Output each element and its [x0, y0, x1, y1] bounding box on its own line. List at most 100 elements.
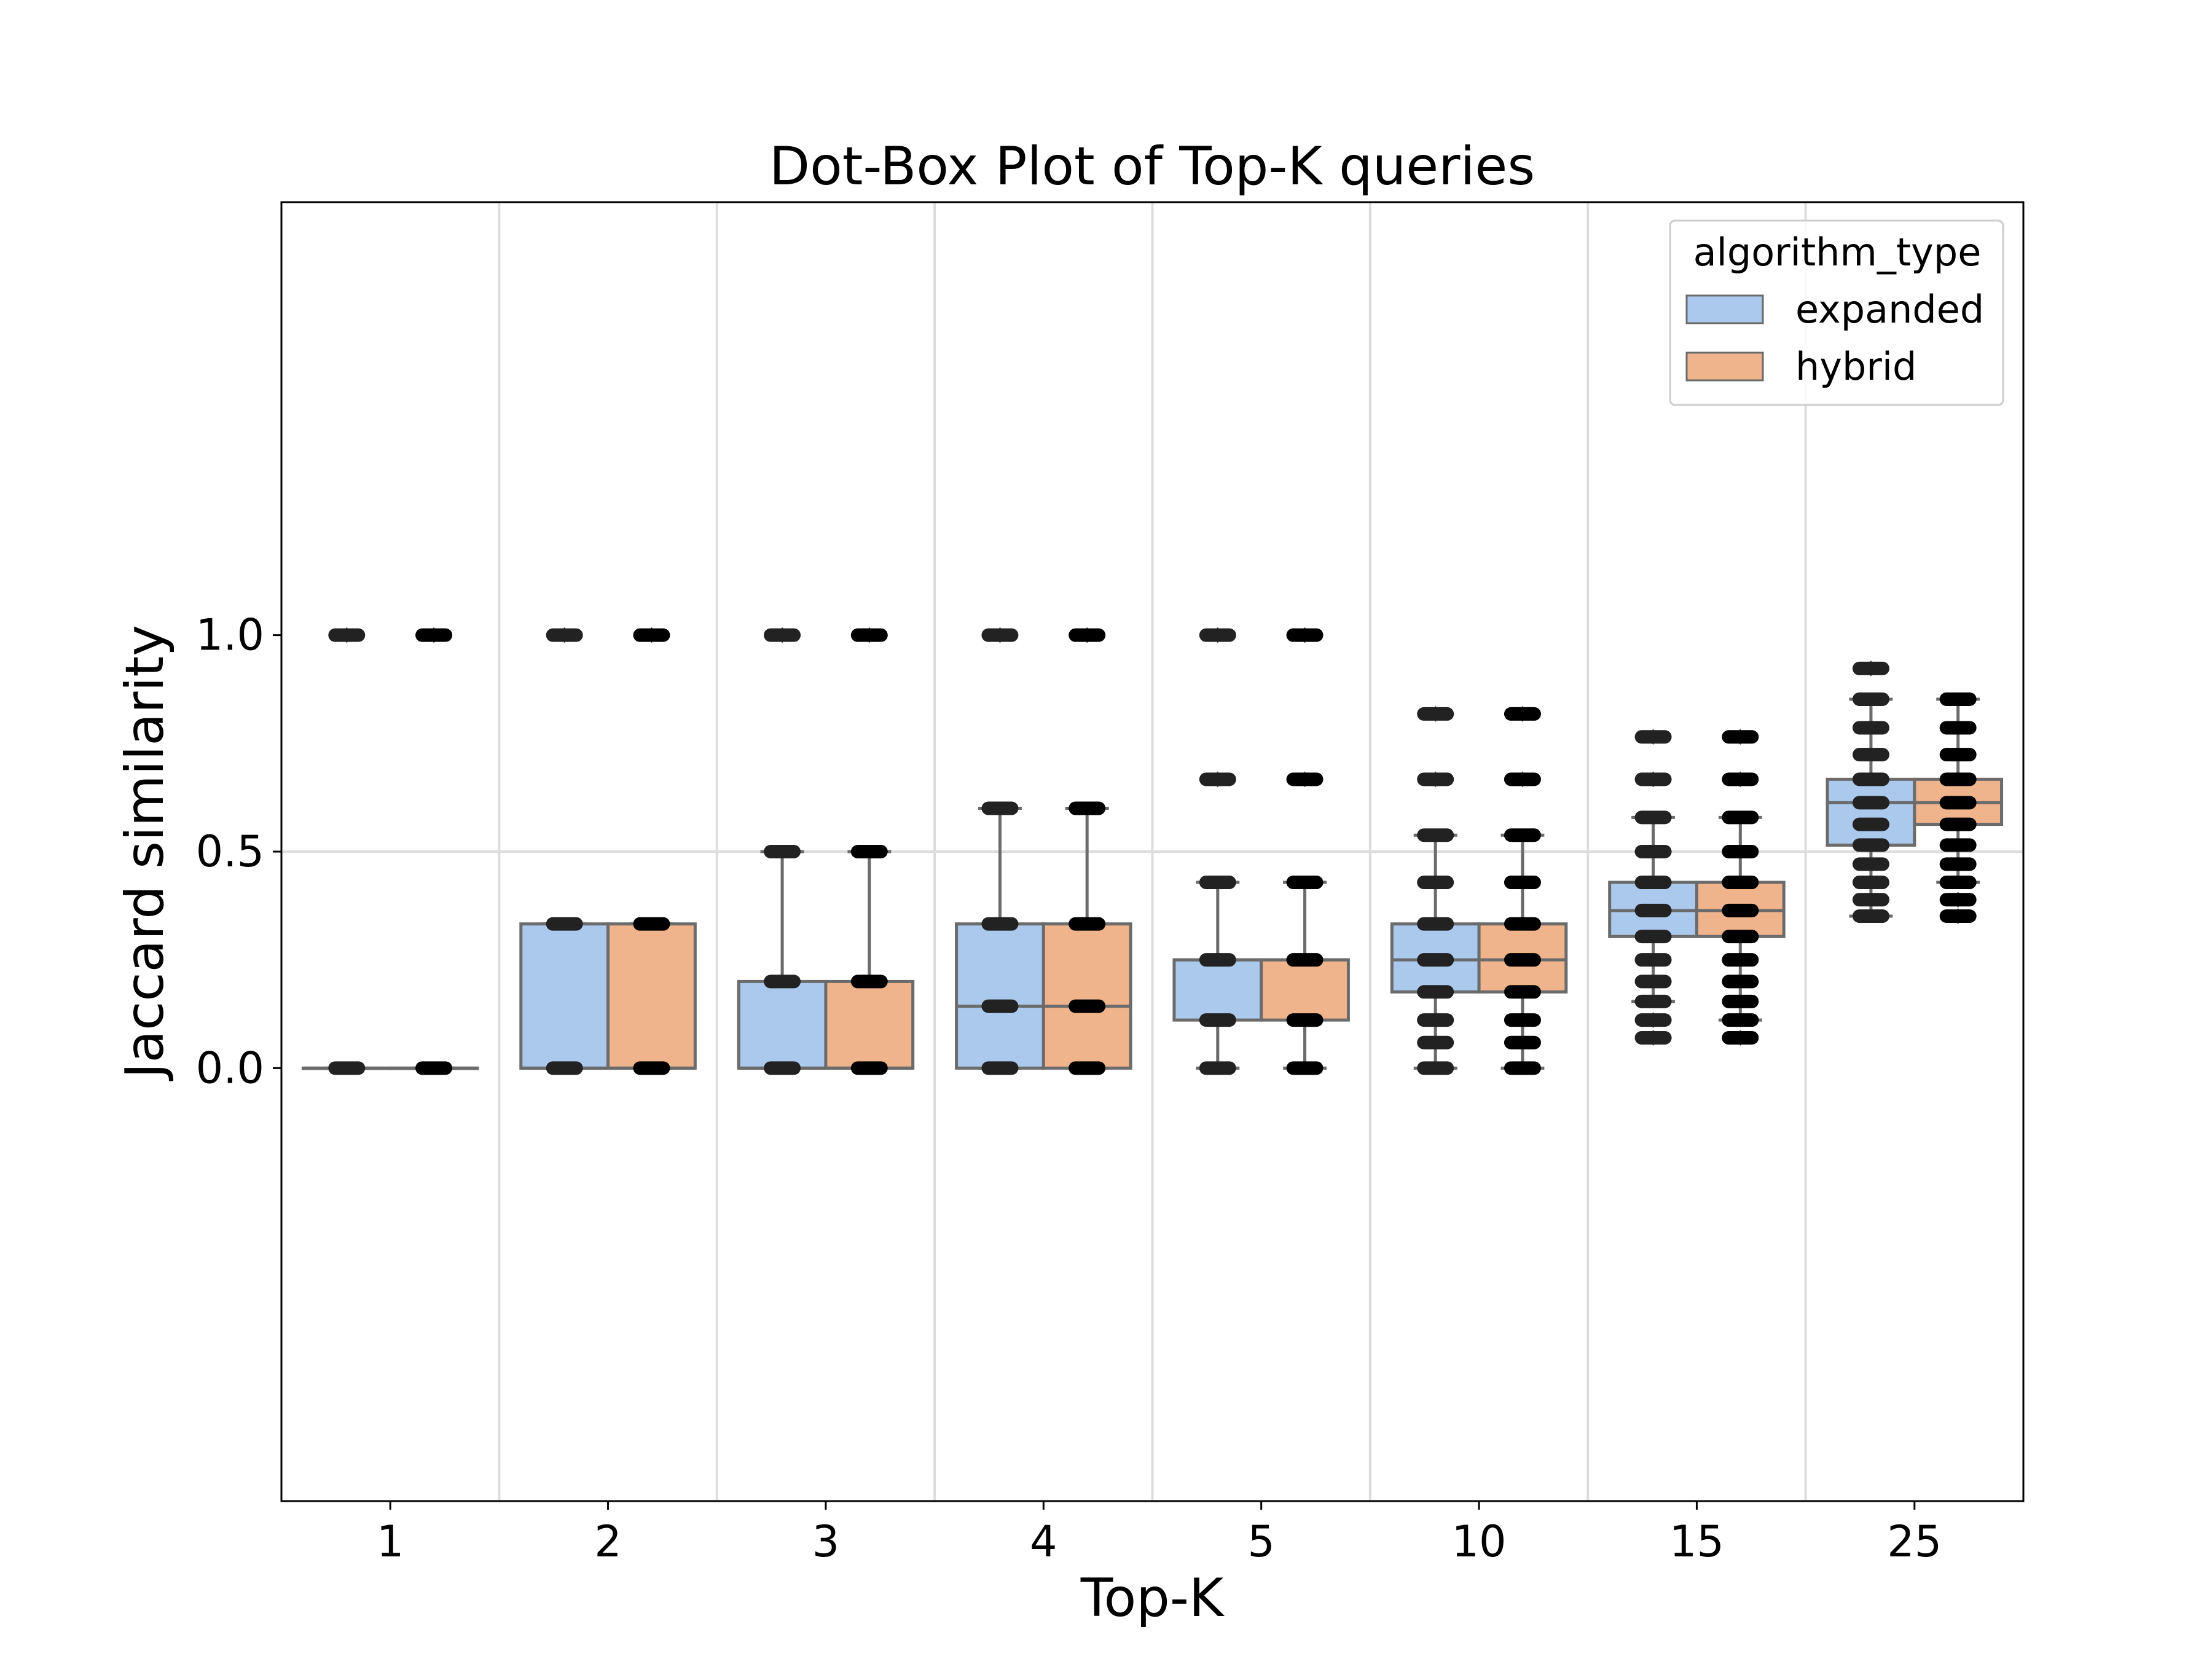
box-hybrid: [824, 979, 915, 1070]
data-point: [1417, 1013, 1454, 1027]
data-point: [1504, 917, 1541, 931]
data-point: [1939, 857, 1977, 871]
data-point: [850, 1061, 888, 1075]
chart-title: Dot-Box Plot of Top-K queries: [769, 136, 1535, 197]
data-point: [1634, 930, 1672, 944]
data-point: [764, 628, 801, 642]
data-point: [1504, 876, 1541, 890]
data-point: [1939, 876, 1977, 890]
data-point: [1634, 1013, 1672, 1027]
data-point: [1417, 707, 1454, 721]
data-point: [1504, 772, 1541, 786]
data-point: [1417, 953, 1454, 967]
grid-lines: [281, 202, 2023, 1501]
data-point: [1069, 999, 1106, 1013]
data-point: [1504, 1061, 1541, 1075]
data-point: [1939, 838, 1977, 852]
data-point: [1722, 953, 1759, 967]
x-tick-label: 10: [1452, 1516, 1507, 1567]
x-tick-label: 4: [1030, 1516, 1057, 1567]
data-point: [1504, 828, 1541, 842]
data-point: [415, 1061, 453, 1075]
data-point: [1722, 903, 1759, 917]
y-tick-label: 0.0: [196, 1043, 264, 1093]
legend: algorithm_type expanded hybrid: [1669, 219, 2004, 406]
data-point: [1069, 628, 1106, 642]
data-point: [1634, 730, 1672, 744]
data-point: [981, 999, 1019, 1013]
data-point: [1939, 893, 1977, 907]
box-expanded: [1172, 958, 1263, 1022]
data-point: [415, 628, 453, 642]
data-point: [546, 1061, 583, 1075]
data-point: [633, 628, 670, 642]
data-point: [1852, 661, 1889, 675]
box-hybrid: [606, 922, 697, 1070]
data-point: [981, 1061, 1019, 1075]
legend-swatch-hybrid: [1685, 351, 1764, 382]
box-expanded: [1826, 777, 1916, 847]
data-point: [1852, 838, 1889, 852]
data-point: [1852, 876, 1889, 890]
data-point: [1417, 772, 1454, 786]
data-point: [1634, 772, 1672, 786]
data-point: [1852, 893, 1889, 907]
data-point: [1852, 817, 1889, 831]
data-point: [1722, 975, 1759, 989]
data-point: [1286, 953, 1324, 967]
data-point: [1504, 953, 1541, 967]
data-point: [1199, 876, 1236, 890]
data-point: [1852, 721, 1889, 735]
data-point: [1504, 707, 1541, 721]
plot-marks: [301, 627, 2004, 1075]
data-point: [1199, 628, 1236, 642]
data-point: [1722, 1031, 1759, 1045]
data-point: [1939, 692, 1977, 706]
data-point: [1417, 1061, 1454, 1075]
data-point: [981, 917, 1019, 931]
data-point: [1504, 985, 1541, 999]
data-point: [1634, 903, 1672, 917]
data-point: [1722, 994, 1759, 1008]
data-point: [1722, 930, 1759, 944]
data-point: [1634, 876, 1672, 890]
x-tick-label: 5: [1247, 1516, 1275, 1567]
y-tick-label: 1.0: [196, 610, 264, 661]
data-point: [1852, 909, 1889, 923]
data-point: [1199, 1013, 1236, 1027]
data-point: [1634, 810, 1672, 825]
legend-label-hybrid: hybrid: [1795, 344, 1916, 389]
data-point: [1939, 748, 1977, 762]
legend-swatch-expanded: [1685, 294, 1764, 324]
data-point: [850, 975, 888, 989]
data-point: [546, 628, 583, 642]
data-point: [1722, 730, 1759, 744]
data-point: [328, 628, 366, 642]
x-tick-label: 1: [377, 1516, 404, 1567]
data-point: [1504, 1013, 1541, 1027]
data-point: [633, 917, 670, 931]
legend-label-expanded: expanded: [1795, 287, 1984, 332]
data-point: [1939, 817, 1977, 831]
data-point: [1069, 917, 1106, 931]
y-axis-label: Jaccard similarity: [114, 625, 176, 1081]
data-point: [1722, 1013, 1759, 1027]
data-point: [1286, 628, 1324, 642]
data-point: [1852, 772, 1889, 786]
data-point: [764, 1061, 801, 1075]
data-point: [1417, 985, 1454, 999]
data-point: [1417, 1035, 1454, 1049]
data-point: [1286, 772, 1324, 786]
data-point: [1939, 909, 1977, 923]
data-point: [1722, 845, 1759, 858]
data-point: [633, 1061, 670, 1075]
data-point: [1286, 1013, 1324, 1027]
data-point: [764, 845, 801, 858]
data-point: [1286, 876, 1324, 890]
data-point: [1634, 953, 1672, 967]
data-point: [1199, 953, 1236, 967]
data-point: [1852, 857, 1889, 871]
data-point: [764, 975, 801, 989]
data-point: [850, 628, 888, 642]
